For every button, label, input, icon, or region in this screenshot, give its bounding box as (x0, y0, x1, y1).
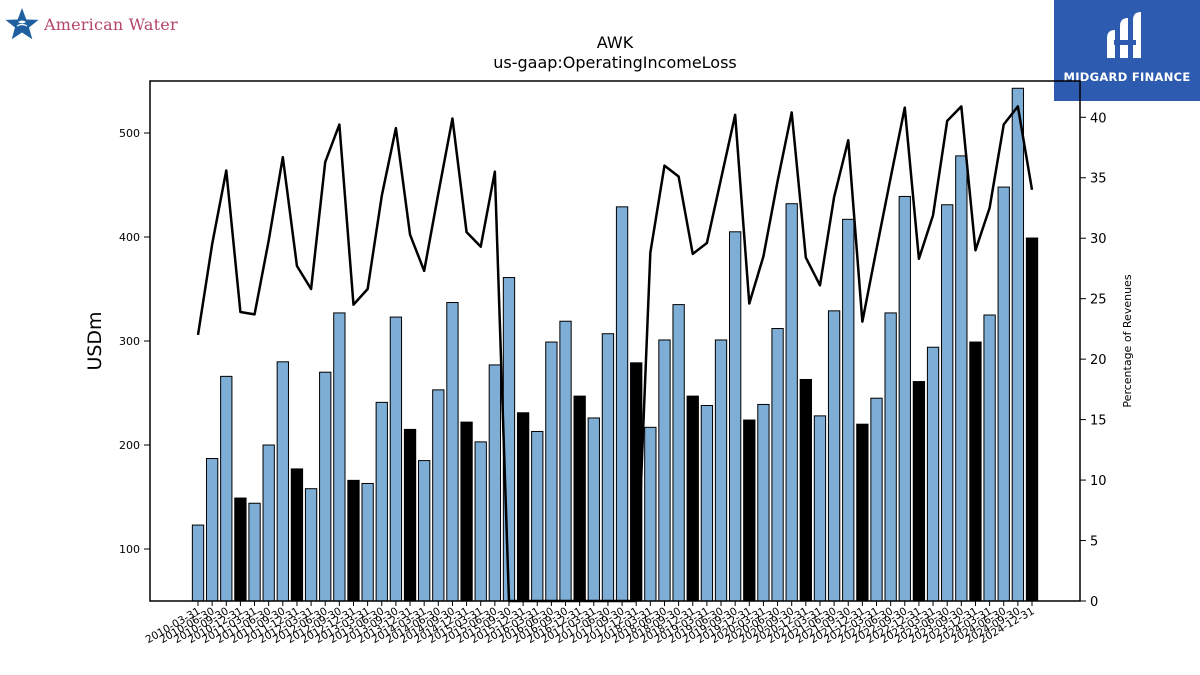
bar (389, 316, 403, 602)
bar (771, 328, 784, 602)
bar (658, 339, 671, 602)
bar (460, 421, 473, 602)
bar (488, 364, 502, 602)
bar (644, 426, 657, 602)
bar (304, 488, 318, 602)
bar (573, 395, 586, 602)
bar (856, 423, 869, 602)
bar (898, 195, 911, 602)
bar (757, 403, 770, 602)
bar (333, 312, 346, 602)
bar (474, 441, 487, 602)
star-water-logo-icon (5, 8, 39, 40)
bar (375, 401, 388, 602)
chart-subtitle: us-gaap:OperatingIncomeLoss (493, 53, 737, 72)
bar-series (191, 87, 1039, 602)
chart-title: AWK (597, 33, 634, 52)
bar (672, 304, 685, 602)
bar (516, 412, 530, 602)
american-water-logo: American Water (4, 4, 178, 44)
bar (319, 371, 332, 602)
bar (714, 339, 728, 602)
bar (615, 206, 629, 602)
bar (262, 444, 275, 602)
bar (884, 312, 897, 602)
bar (347, 479, 360, 602)
bar (1025, 237, 1039, 602)
bar (559, 320, 572, 602)
y-tick-label: 400 (119, 231, 140, 244)
midgard-logo-icon (1107, 12, 1141, 58)
bar (446, 302, 459, 602)
y2-tick-label: 30 (1090, 232, 1107, 247)
bar (926, 346, 940, 602)
bar (870, 397, 883, 602)
bar (220, 375, 233, 602)
left-axis: 100 200 300 400 500 (119, 127, 150, 556)
y2-tick-label: 15 (1090, 414, 1107, 429)
bar (587, 417, 600, 602)
y2-tick-label: 40 (1090, 111, 1107, 126)
bar (983, 314, 996, 602)
y2-tick-label: 20 (1090, 353, 1107, 368)
y2-axis-label: Percentage of Revenues (1121, 274, 1134, 407)
bar (700, 404, 714, 602)
bar (827, 310, 841, 602)
bar (361, 482, 374, 602)
bar (785, 203, 798, 602)
brand-name: American Water (44, 14, 178, 34)
y-tick-label: 200 (119, 439, 140, 452)
y-tick-label: 100 (119, 543, 140, 556)
bar (601, 333, 615, 602)
bar (191, 524, 205, 602)
bar (502, 277, 516, 602)
bar (205, 458, 219, 602)
midgard-finance-badge: MIDGARD FINANCE (1054, 0, 1200, 101)
right-axis: 0 5 10 15 20 25 30 35 40 (1080, 111, 1107, 610)
bar (403, 428, 417, 602)
bar (418, 460, 431, 602)
y-tick-label: 500 (119, 127, 140, 140)
bar (276, 361, 289, 602)
bar (813, 415, 827, 602)
bar (955, 155, 968, 602)
y2-tick-label: 35 (1090, 172, 1107, 187)
bar (432, 389, 445, 602)
bar (799, 378, 812, 602)
bar (969, 341, 982, 602)
bar (531, 430, 544, 602)
y2-tick-label: 10 (1090, 474, 1107, 489)
bar (912, 381, 926, 602)
y2-tick-label: 25 (1090, 293, 1107, 308)
bar (1011, 87, 1025, 602)
plot-frame (149, 80, 1081, 602)
bar (545, 341, 558, 602)
bar (248, 502, 261, 602)
y2-tick-label: 5 (1090, 535, 1098, 550)
bar (729, 231, 742, 602)
y-axis-label: USDm (84, 311, 106, 370)
bar (941, 204, 954, 602)
bar (997, 186, 1010, 602)
midgard-finance-label: MIDGARD FINANCE (1063, 70, 1191, 84)
y2-tick-label: 0 (1090, 595, 1098, 610)
bar (842, 218, 855, 602)
bar (686, 395, 699, 602)
bar (234, 497, 247, 602)
x-axis: 2010-03-312010-06-302010-09-302010-12-31… (144, 601, 1037, 646)
bar (743, 419, 756, 602)
y-tick-label: 300 (119, 335, 140, 348)
bar (290, 468, 304, 602)
